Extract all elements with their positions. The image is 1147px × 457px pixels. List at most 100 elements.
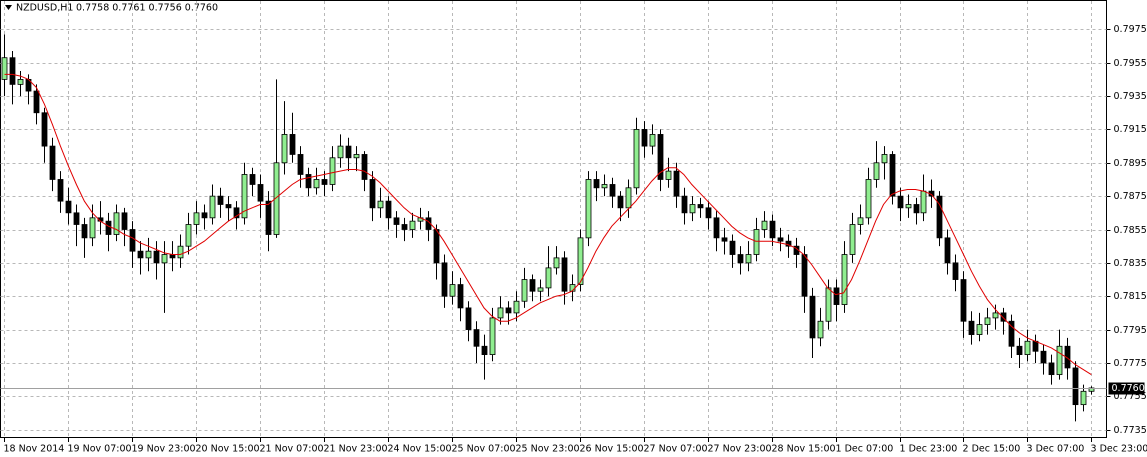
candle-body — [641, 129, 648, 147]
candle-body — [377, 200, 384, 209]
candle-body — [441, 262, 448, 297]
candle-body — [489, 317, 496, 356]
candle-body — [801, 254, 808, 297]
candle-body — [177, 245, 184, 259]
candle-body — [9, 57, 16, 85]
candle-body — [217, 195, 224, 205]
candle-body — [473, 329, 480, 347]
candle-body — [1064, 345, 1071, 369]
candle-body — [161, 254, 168, 264]
candle-body — [976, 324, 983, 335]
candle-body — [1072, 367, 1079, 406]
candle-body — [777, 237, 784, 242]
candle-body — [185, 224, 192, 247]
candle-body — [449, 284, 456, 297]
candle-body — [257, 184, 264, 202]
candle-body — [289, 134, 296, 155]
candle-body — [681, 195, 688, 214]
candle-body — [1008, 320, 1015, 347]
candle-body — [113, 212, 120, 235]
x-tick-label: 3 Dec 07:00 — [1027, 444, 1085, 455]
symbol: NZDUSD,H1 — [16, 3, 73, 14]
candle-body — [769, 220, 776, 239]
x-tick-label: 25 Nov 23:00 — [516, 444, 580, 455]
candle-body — [321, 179, 328, 185]
candle-body — [1000, 312, 1007, 322]
x-tick-label: 21 Nov 07:00 — [260, 444, 324, 455]
candle-body — [505, 307, 512, 314]
x-tick-label: 21 Nov 23:00 — [324, 444, 388, 455]
candle-body — [401, 224, 408, 230]
candle-body — [577, 237, 584, 285]
x-tick-label: 19 Nov 07:00 — [68, 444, 132, 455]
candle-body — [241, 174, 248, 219]
candle-body — [825, 287, 832, 322]
candle-body — [249, 174, 256, 185]
candle-body — [121, 212, 128, 230]
y-tick-label: 0.7755 — [1114, 391, 1147, 402]
x-tick-label: 24 Nov 15:00 — [388, 444, 452, 455]
candle-body — [465, 307, 472, 330]
candle-body — [952, 262, 959, 280]
candle-body — [193, 212, 200, 225]
candle-body — [337, 145, 344, 159]
y-tick-label: 0.7795 — [1114, 325, 1147, 336]
candle-body — [817, 320, 824, 339]
y-tick-label: 0.7955 — [1114, 58, 1147, 69]
x-tick-label: 3 Dec 23:00 — [1091, 444, 1147, 455]
candle-body — [697, 204, 704, 209]
candle-body — [169, 254, 176, 259]
last-price-label: 0.7760 — [1112, 383, 1145, 394]
candle-body — [841, 254, 848, 305]
candle-body — [1024, 340, 1031, 356]
candle-body — [153, 250, 160, 264]
candle-body — [393, 217, 400, 225]
header-ohlc: 0.7758 0.7761 0.7756 0.7760 — [76, 3, 218, 14]
candle-body — [713, 217, 720, 239]
candle-body — [761, 220, 768, 230]
candle-body — [81, 224, 88, 239]
candle-body — [65, 200, 72, 214]
candle-body — [409, 220, 416, 230]
candle-body — [873, 162, 880, 180]
candle-body — [936, 195, 943, 239]
candle-body — [920, 190, 927, 214]
candle-body — [849, 224, 856, 255]
candle-body — [57, 179, 64, 202]
y-tick-label: 0.7975 — [1114, 24, 1147, 35]
candle-body — [1056, 345, 1063, 376]
candle-body — [41, 112, 48, 147]
candle-body — [689, 204, 696, 214]
candle-body — [313, 179, 320, 189]
candle-body — [721, 237, 728, 242]
candle-body — [609, 184, 616, 197]
candle-body — [457, 284, 464, 309]
candle-body — [529, 279, 536, 292]
candle-body — [137, 250, 144, 259]
candle-body — [537, 287, 544, 292]
candle-body — [89, 217, 96, 239]
candle-body — [281, 134, 288, 164]
candle-body — [809, 295, 816, 339]
x-tick-label: 18 Nov 2014 — [4, 444, 65, 455]
x-tick-label: 19 Nov 23:00 — [132, 444, 196, 455]
candle-body — [865, 179, 872, 219]
candle-body — [889, 154, 896, 197]
x-tick-label: 2 Dec 15:00 — [963, 444, 1021, 455]
candle-body — [385, 200, 392, 219]
candle-body — [201, 212, 208, 219]
x-tick-label: 25 Nov 07:00 — [452, 444, 516, 455]
y-tick-label: 0.7815 — [1114, 291, 1147, 302]
candle-body — [1016, 345, 1023, 356]
y-tick-label: 0.7735 — [1114, 425, 1147, 436]
candle-body — [625, 187, 632, 209]
candle-body — [705, 207, 712, 219]
candle-body — [305, 174, 312, 189]
candle-body — [209, 195, 216, 219]
candle-body — [1032, 340, 1039, 352]
candle-body — [497, 307, 504, 319]
x-tick-label: 20 Nov 15:00 — [196, 444, 260, 455]
candle-body — [561, 257, 568, 292]
candle-body — [33, 90, 40, 114]
